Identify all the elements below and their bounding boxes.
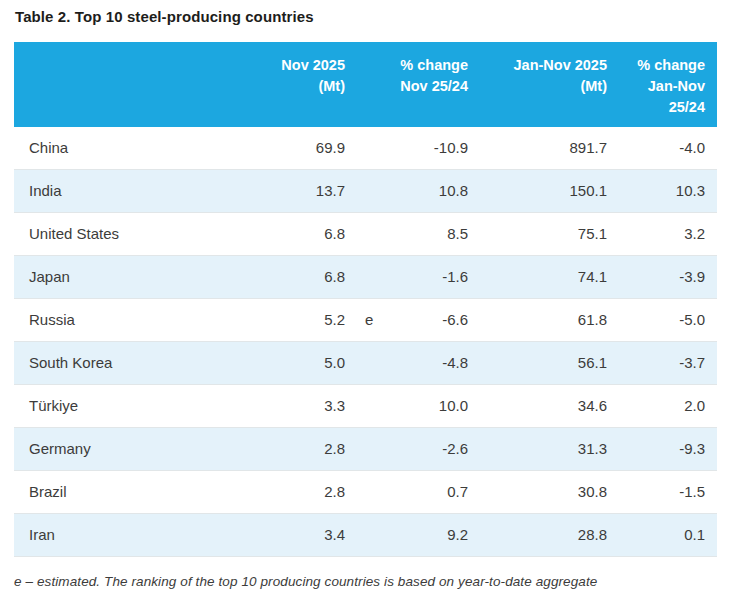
nov-value-cell: 5.2e xyxy=(256,299,357,342)
pct-change-nov-cell: -4.8 xyxy=(357,342,480,385)
pct-change-nov-cell: 10.0 xyxy=(357,385,480,428)
pct-change-nov-cell: 10.8 xyxy=(357,170,480,213)
table-row: India 13.7 10.8 150.1 10.3 xyxy=(14,170,717,213)
pct-change-jan-nov-cell: 2.0 xyxy=(619,385,717,428)
nov-value-cell: 69.9 xyxy=(256,127,357,170)
nov-value: 5.2 xyxy=(324,311,345,328)
pct-change-nov-cell: -10.9 xyxy=(357,127,480,170)
nov-value: 2.8 xyxy=(324,483,345,500)
nov-value: 6.8 xyxy=(324,268,345,285)
page-container: Table 2. Top 10 steel-producing countrie… xyxy=(0,0,731,589)
nov-value: 3.3 xyxy=(324,397,345,414)
jan-nov-value-cell: 30.8 xyxy=(480,471,619,514)
pct-change-nov-cell: 9.2 xyxy=(357,514,480,557)
nov-value-cell: 2.8 xyxy=(256,471,357,514)
country-cell: South Korea xyxy=(14,342,256,385)
country-cell: India xyxy=(14,170,256,213)
table-title: Table 2. Top 10 steel-producing countrie… xyxy=(14,8,717,25)
pct-change-jan-nov-cell: 3.2 xyxy=(619,213,717,256)
country-cell: United States xyxy=(14,213,256,256)
pct-change-jan-nov-cell: -3.9 xyxy=(619,256,717,299)
nov-value-cell: 6.8 xyxy=(256,213,357,256)
jan-nov-value-cell: 74.1 xyxy=(480,256,619,299)
steel-production-table: Nov 2025 (Mt) % change Nov 25/24 Jan-Nov… xyxy=(14,42,717,557)
country-cell: Iran xyxy=(14,514,256,557)
nov-value-cell: 3.4 xyxy=(256,514,357,557)
country-cell: Türkiye xyxy=(14,385,256,428)
nov-value: 6.8 xyxy=(324,225,345,242)
pct-change-jan-nov-cell: -4.0 xyxy=(619,127,717,170)
footnote: e – estimated. The ranking of the top 10… xyxy=(14,574,717,589)
jan-nov-value-cell: 891.7 xyxy=(480,127,619,170)
jan-nov-value-cell: 31.3 xyxy=(480,428,619,471)
table-row: United States 6.8 8.5 75.1 3.2 xyxy=(14,213,717,256)
nov-value-cell: 6.8 xyxy=(256,256,357,299)
jan-nov-value-cell: 61.8 xyxy=(480,299,619,342)
nov-value: 2.8 xyxy=(324,440,345,457)
nov-value-cell: 3.3 xyxy=(256,385,357,428)
nov-value: 3.4 xyxy=(324,526,345,543)
nov-value: 5.0 xyxy=(324,354,345,371)
pct-change-jan-nov-cell: -3.7 xyxy=(619,342,717,385)
nov-value-cell: 2.8 xyxy=(256,428,357,471)
jan-nov-value-cell: 56.1 xyxy=(480,342,619,385)
header-nov-2025-mt: Nov 2025 (Mt) xyxy=(256,42,357,127)
country-cell: Japan xyxy=(14,256,256,299)
header-jan-nov-2025-mt: Jan-Nov 2025 (Mt) xyxy=(480,42,619,127)
table-row: Russia 5.2e -6.6 61.8 -5.0 xyxy=(14,299,717,342)
table-row: Türkiye 3.3 10.0 34.6 2.0 xyxy=(14,385,717,428)
country-cell: China xyxy=(14,127,256,170)
country-cell: Germany xyxy=(14,428,256,471)
pct-change-jan-nov-cell: -5.0 xyxy=(619,299,717,342)
table-row: Brazil 2.8 0.7 30.8 -1.5 xyxy=(14,471,717,514)
jan-nov-value-cell: 75.1 xyxy=(480,213,619,256)
nov-value-cell: 5.0 xyxy=(256,342,357,385)
nov-value-cell: 13.7 xyxy=(256,170,357,213)
jan-nov-value-cell: 150.1 xyxy=(480,170,619,213)
country-cell: Russia xyxy=(14,299,256,342)
pct-change-nov-cell: -1.6 xyxy=(357,256,480,299)
header-pct-change-jan-nov: % change Jan-Nov 25/24 xyxy=(619,42,717,127)
nov-value: 13.7 xyxy=(316,182,345,199)
table-row: Japan 6.8 -1.6 74.1 -3.9 xyxy=(14,256,717,299)
pct-change-nov-cell: -6.6 xyxy=(357,299,480,342)
header-pct-change-nov: % change Nov 25/24 xyxy=(357,42,480,127)
jan-nov-value-cell: 28.8 xyxy=(480,514,619,557)
header-country xyxy=(14,42,256,127)
pct-change-nov-cell: 8.5 xyxy=(357,213,480,256)
table-row: China 69.9 -10.9 891.7 -4.0 xyxy=(14,127,717,170)
nov-value: 69.9 xyxy=(316,139,345,156)
table-row: South Korea 5.0 -4.8 56.1 -3.7 xyxy=(14,342,717,385)
table-body: China 69.9 -10.9 891.7 -4.0 India 13.7 1… xyxy=(14,127,717,557)
pct-change-nov-cell: 0.7 xyxy=(357,471,480,514)
pct-change-jan-nov-cell: -1.5 xyxy=(619,471,717,514)
pct-change-nov-cell: -2.6 xyxy=(357,428,480,471)
table-header-row: Nov 2025 (Mt) % change Nov 25/24 Jan-Nov… xyxy=(14,42,717,127)
table-row: Iran 3.4 9.2 28.8 0.1 xyxy=(14,514,717,557)
pct-change-jan-nov-cell: 10.3 xyxy=(619,170,717,213)
pct-change-jan-nov-cell: -9.3 xyxy=(619,428,717,471)
pct-change-jan-nov-cell: 0.1 xyxy=(619,514,717,557)
country-cell: Brazil xyxy=(14,471,256,514)
jan-nov-value-cell: 34.6 xyxy=(480,385,619,428)
table-row: Germany 2.8 -2.6 31.3 -9.3 xyxy=(14,428,717,471)
